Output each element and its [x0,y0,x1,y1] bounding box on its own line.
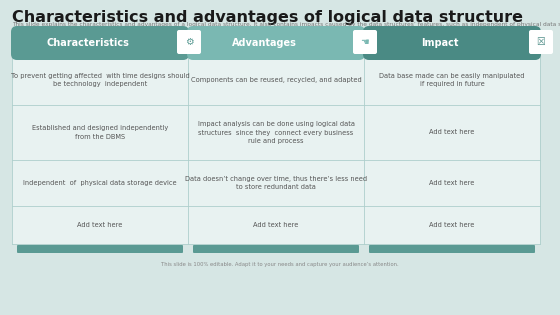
Text: Add text here: Add text here [430,222,475,228]
FancyBboxPatch shape [12,55,540,244]
Text: This slide is 100% editable. Adapt it to your needs and capture your audience’s : This slide is 100% editable. Adapt it to… [161,262,399,267]
FancyBboxPatch shape [529,30,553,54]
Text: ☒: ☒ [536,37,545,47]
Text: Add text here: Add text here [430,180,475,186]
FancyBboxPatch shape [369,245,535,253]
Text: Characteristics: Characteristics [46,38,129,48]
Text: Components can be reused, recycled, and adapted: Components can be reused, recycled, and … [190,77,361,83]
Text: ⚙: ⚙ [185,37,193,47]
Text: Data doesn’t change over time, thus there’s less need
to store redundant data: Data doesn’t change over time, thus ther… [185,176,367,190]
Text: To prevent getting affected  with time designs should
be technology  independent: To prevent getting affected with time de… [11,73,189,87]
Text: Add text here: Add text here [253,222,298,228]
FancyBboxPatch shape [353,30,377,54]
FancyBboxPatch shape [187,26,365,60]
FancyBboxPatch shape [17,245,183,253]
Text: ☚: ☚ [361,37,370,47]
FancyBboxPatch shape [11,26,189,60]
Text: Impact analysis can be done using logical data
structures  since they  connect e: Impact analysis can be done using logica… [198,121,354,144]
Text: Characteristics and advantages of logical data structure: Characteristics and advantages of logica… [12,10,523,25]
Text: Impact: Impact [421,38,459,48]
Text: Established and designed independently
from the DBMS: Established and designed independently f… [32,125,168,140]
Text: Advantages: Advantages [232,38,296,48]
Text: Independent  of  physical data storage device: Independent of physical data storage dev… [23,180,177,186]
FancyBboxPatch shape [193,245,359,253]
Text: This slide explains the characteristics and advantages of a logical data structu: This slide explains the characteristics … [12,22,560,27]
Text: Data base made can be easily manipulated
if required in future: Data base made can be easily manipulated… [379,73,525,87]
FancyBboxPatch shape [177,30,201,54]
Text: Add text here: Add text here [77,222,123,228]
Text: Add text here: Add text here [430,129,475,135]
FancyBboxPatch shape [363,26,541,60]
